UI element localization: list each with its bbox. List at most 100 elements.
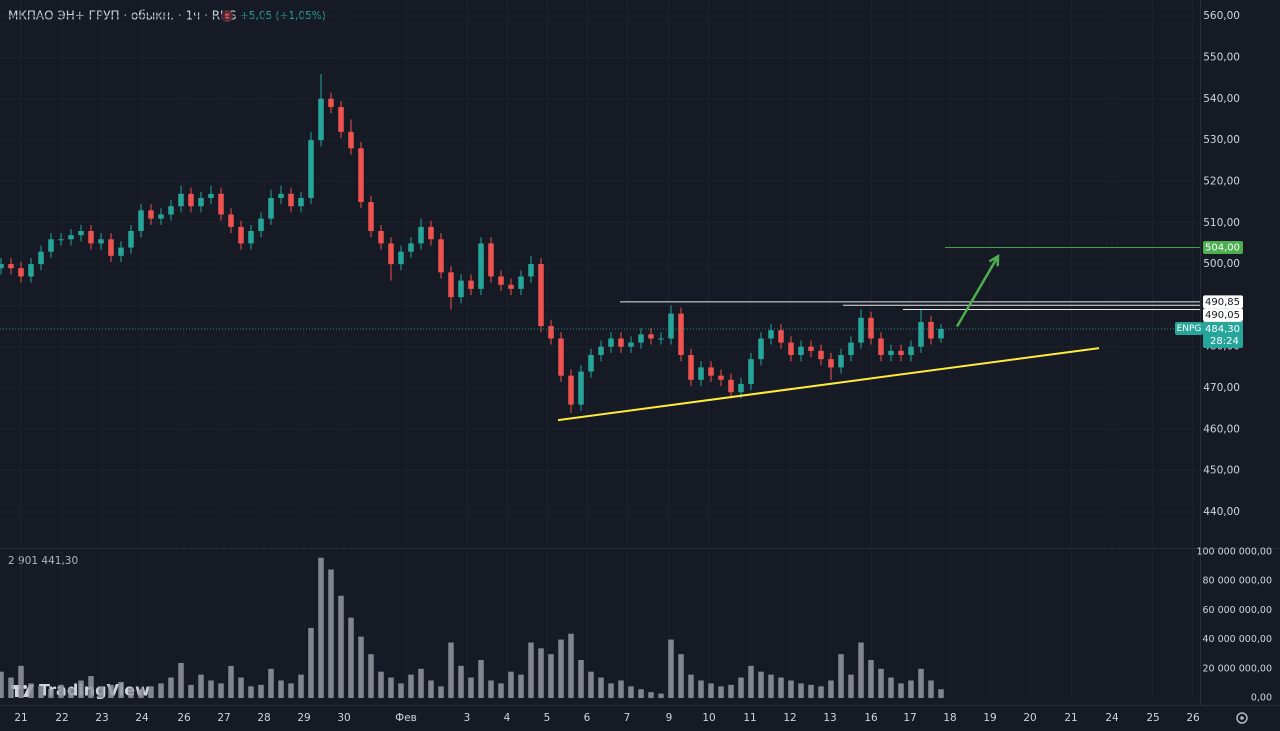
- candle-body: [658, 338, 664, 340]
- level-label-box: [1203, 308, 1243, 322]
- volume-bar: [568, 633, 574, 698]
- y-tick-label: 510,00: [1203, 217, 1240, 229]
- candle-body: [78, 231, 84, 236]
- volume-bar: [708, 683, 714, 698]
- symbol-title: МКПАО ЭН+ ГРУП · обыкн. · 1ч · RUS: [8, 9, 236, 23]
- volume-bar: [248, 686, 254, 698]
- candle-body: [728, 379, 734, 393]
- volume-bar: [318, 557, 324, 698]
- volume-bar: [768, 674, 774, 698]
- candle-body: [508, 284, 514, 289]
- volume-bar: [58, 684, 64, 698]
- volume-bar: [438, 686, 444, 698]
- candle-body: [278, 193, 284, 198]
- volume-bar: [408, 674, 414, 698]
- y-tick-label: 440,00: [1203, 506, 1240, 518]
- volume-bar: [128, 687, 134, 698]
- candle-body: [238, 226, 244, 244]
- candle-body: [448, 272, 454, 298]
- volume-bar: [838, 654, 844, 698]
- y-tick-label: 470,00: [1203, 382, 1240, 394]
- volume-bar: [278, 680, 284, 698]
- candle-body: [808, 346, 814, 351]
- x-tick-label: 17: [903, 712, 916, 724]
- x-tick-label: 28: [257, 712, 270, 724]
- volume-bar: [328, 569, 334, 698]
- volume-bar: [508, 671, 514, 698]
- level-label-box: [1203, 241, 1243, 255]
- volume-bar: [528, 642, 534, 698]
- candle-body: [18, 268, 24, 277]
- candle-body: [288, 193, 294, 207]
- candle-body: [738, 383, 744, 393]
- volume-bar: [158, 683, 164, 698]
- candle-body: [178, 193, 184, 207]
- candle-body: [768, 330, 774, 339]
- candle-body: [558, 338, 564, 376]
- x-tick-label: 24: [135, 712, 149, 724]
- x-tick-label: 26: [1186, 712, 1200, 724]
- candle-body: [168, 206, 174, 215]
- y-tick-label: 550,00: [1203, 51, 1240, 63]
- volume-bar: [288, 683, 294, 698]
- settings-button[interactable]: [1236, 712, 1248, 724]
- volume-bar: [758, 671, 764, 698]
- volume-bar: [778, 677, 784, 698]
- last-price-box: [1203, 321, 1243, 348]
- x-tick-label: 13: [823, 712, 836, 724]
- volume-bar: [928, 680, 934, 698]
- candle-body: [358, 148, 364, 203]
- volume-bar: [918, 668, 924, 698]
- candle-body: [838, 355, 844, 368]
- candle-body: [648, 334, 654, 339]
- y-tick-label: 530,00: [1203, 134, 1240, 146]
- volume-bar: [588, 671, 594, 698]
- candle-body: [418, 226, 424, 244]
- candle-body: [758, 338, 764, 360]
- candle-body: [588, 355, 594, 372]
- candle-body: [628, 342, 634, 347]
- volume-bar: [188, 684, 194, 698]
- candle-body: [478, 243, 484, 289]
- x-tick-label: 22: [55, 712, 68, 724]
- candle-body: [468, 280, 474, 289]
- candle-body: [318, 98, 324, 141]
- candle-body: [148, 210, 154, 219]
- x-tick-label: 18: [943, 712, 956, 724]
- x-tick-label: 11: [743, 712, 756, 724]
- volume-bar: [538, 648, 544, 698]
- candle-body: [818, 350, 824, 360]
- volume-bar: [668, 639, 674, 698]
- x-tick-label: 4: [504, 712, 511, 724]
- candle-body: [398, 251, 404, 265]
- candle-body: [878, 338, 884, 356]
- candle-body: [258, 218, 264, 232]
- volume-bar: [598, 677, 604, 698]
- level-label: 490,05: [1205, 310, 1240, 321]
- volume-bar: [858, 642, 864, 698]
- volume-bar: [38, 686, 44, 698]
- x-tick-label: 29: [297, 712, 310, 724]
- x-tick-label: 24: [1105, 712, 1119, 724]
- candle-body: [708, 367, 714, 376]
- x-tick-label: 21: [14, 712, 27, 724]
- candle-body: [528, 264, 534, 277]
- candle-body: [788, 342, 794, 356]
- volume-tick-label: 60 000 000,00: [1202, 605, 1272, 616]
- volume-bar: [908, 680, 914, 698]
- volume-bar: [48, 689, 54, 698]
- volume-bar: [498, 683, 504, 698]
- candle-body: [518, 276, 524, 289]
- candle-body: [158, 214, 164, 219]
- candle-body: [108, 239, 114, 256]
- candle-body: [48, 239, 54, 252]
- x-tick-label: 12: [783, 712, 796, 724]
- last-price-label: 484,30: [1205, 324, 1240, 335]
- candle-body: [98, 239, 104, 244]
- candle-body: [428, 226, 434, 240]
- candle-body: [608, 338, 614, 347]
- candle-body: [488, 243, 494, 277]
- candle-body: [188, 193, 194, 207]
- volume-bar: [98, 686, 104, 698]
